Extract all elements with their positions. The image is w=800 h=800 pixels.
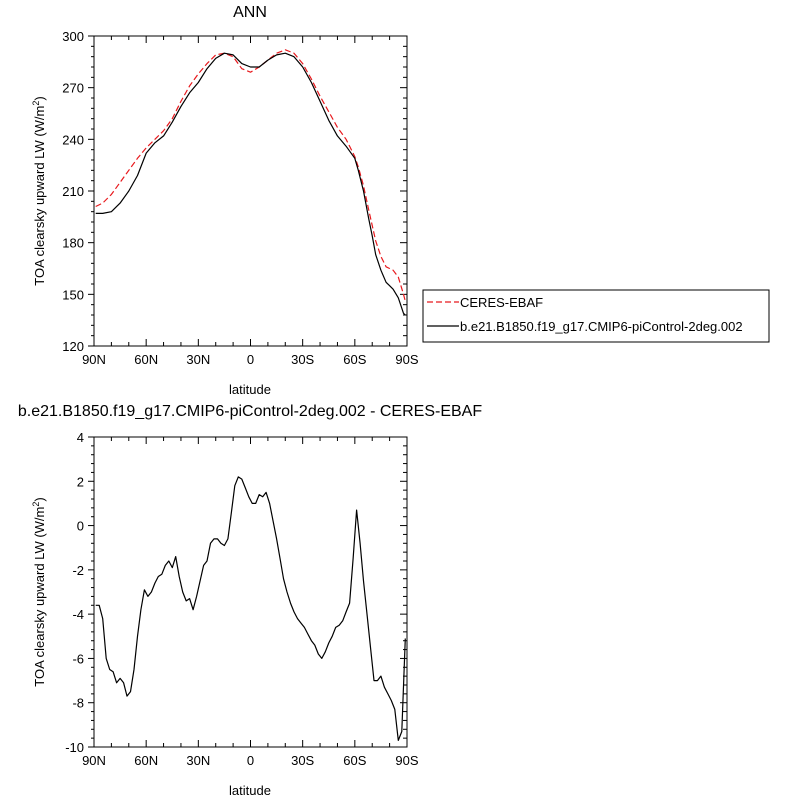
bottom-chart-y-axis-label: TOA clearsky upward LW (W/m2) xyxy=(31,497,47,686)
bottom-chart-title: b.e21.B1850.f19_g17.CMIP6-piControl-2deg… xyxy=(18,403,482,420)
y-tick-label: 300 xyxy=(62,29,84,44)
legend-box xyxy=(422,289,770,343)
x-tick-label: 30N xyxy=(186,753,210,768)
y-tick-label: -10 xyxy=(65,740,84,755)
legend-label-ceres-ebaf: CERES-EBAF xyxy=(460,295,543,310)
y-tick-label: -2 xyxy=(72,563,84,578)
bottom-chart-series xyxy=(95,476,406,742)
y-tick-label: 210 xyxy=(62,184,84,199)
bottom-chart-x-axis-label: latitude xyxy=(229,783,271,798)
x-tick-label: 90N xyxy=(82,352,106,367)
y-tick-label: -4 xyxy=(72,607,84,622)
y-tick-label: 0 xyxy=(77,519,84,534)
x-tick-label: 90S xyxy=(395,753,418,768)
y-tick-label: 2 xyxy=(77,474,84,489)
top-chart-y-axis-label-main: TOA clearsky upward LW (W/m xyxy=(32,106,47,286)
y-tick-label: -8 xyxy=(72,696,84,711)
top-chart-y-axis-label-superscript: 2 xyxy=(31,101,41,106)
x-tick-label: 0 xyxy=(247,352,254,367)
x-tick-label: 60S xyxy=(343,352,366,367)
top-chart-x-axis-label: latitude xyxy=(229,382,271,397)
y-tick-label: 4 xyxy=(77,430,84,445)
bottom-chart-y-axis-label-main: TOA clearsky upward LW (W/m xyxy=(32,507,47,687)
top-chart-ticks xyxy=(88,35,408,347)
y-tick-label: 120 xyxy=(62,339,84,354)
legend: CERES-EBAF b.e21.B1850.f19_g17.CMIP6-piC… xyxy=(422,289,770,343)
top-chart-plot-frame xyxy=(93,35,408,347)
x-tick-label: 30S xyxy=(291,753,314,768)
y-tick-label: 270 xyxy=(62,81,84,96)
y-tick-label: 240 xyxy=(62,132,84,147)
y-tick-label: 150 xyxy=(62,287,84,302)
top-series-line-1 xyxy=(95,52,406,316)
top-chart: ANN 90N 60N 30N 0 30S 60S 90S 120 150 180 210 240 27… xyxy=(31,4,419,397)
top-chart-tick-labels: 90N 60N 30N 0 30S 60S 90S 120 150 180 210 240 270 300 xyxy=(62,29,419,367)
bottom-chart: b.e21.B1850.f19_g17.CMIP6-piControl-2deg… xyxy=(18,403,482,798)
bottom-chart-ticks xyxy=(88,436,408,748)
bottom-chart-y-axis-label-superscript: 2 xyxy=(31,502,41,507)
bottom-series-line-0 xyxy=(95,476,406,742)
x-tick-label: 60N xyxy=(134,352,158,367)
bottom-chart-plot-frame xyxy=(93,436,408,748)
y-tick-label: -6 xyxy=(72,651,84,666)
top-chart-y-axis-label-close: ) xyxy=(32,96,47,100)
x-tick-label: 30N xyxy=(186,352,210,367)
x-tick-label: 90S xyxy=(395,352,418,367)
x-tick-label: 60N xyxy=(134,753,158,768)
x-tick-label: 0 xyxy=(247,753,254,768)
top-chart-title: ANN xyxy=(233,4,267,21)
top-series-line-0 xyxy=(95,49,406,302)
top-chart-series xyxy=(95,49,406,316)
x-tick-label: 90N xyxy=(82,753,106,768)
top-chart-y-axis-label: TOA clearsky upward LW (W/m2) xyxy=(31,96,47,285)
x-tick-label: 30S xyxy=(291,352,314,367)
y-tick-label: 180 xyxy=(62,236,84,251)
bottom-chart-tick-labels: 90N 60N 30N 0 30S 60S 90S -10 -8 -6 -4 -2 0 2 4 xyxy=(65,430,419,768)
x-tick-label: 60S xyxy=(343,753,366,768)
bottom-chart-y-axis-label-close: ) xyxy=(32,497,47,501)
legend-label-model: b.e21.B1850.f19_g17.CMIP6-piControl-2deg… xyxy=(460,319,743,334)
